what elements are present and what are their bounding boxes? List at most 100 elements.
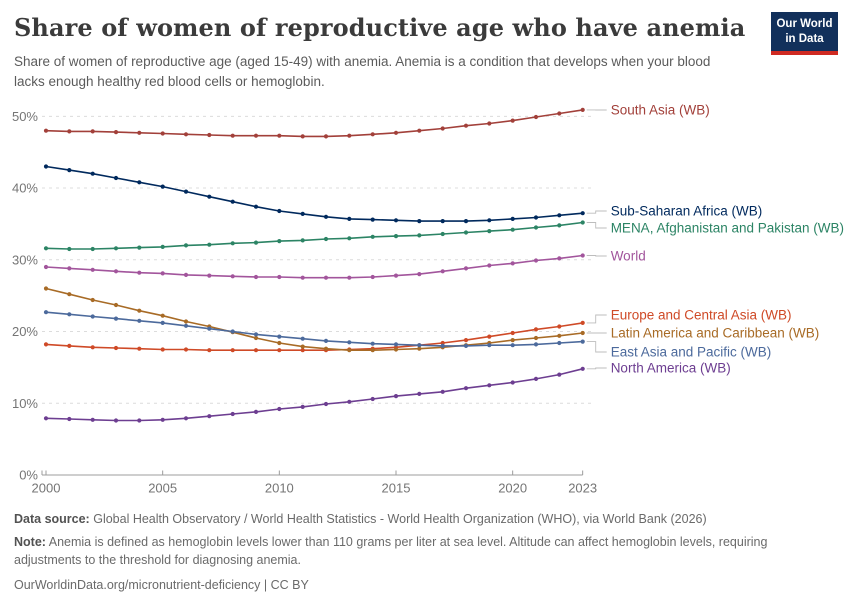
data-point-east-asia-and-pacific-wb[interactable] bbox=[417, 343, 422, 348]
data-point-europe-and-central-asia-wb[interactable] bbox=[510, 330, 515, 336]
data-point-world[interactable] bbox=[510, 261, 515, 266]
data-point-europe-and-central-asia-wb[interactable] bbox=[43, 342, 49, 347]
data-point-europe-and-central-asia-wb[interactable] bbox=[533, 327, 539, 332]
data-point-world[interactable] bbox=[323, 275, 329, 280]
data-point-north-america-wb[interactable] bbox=[393, 394, 399, 399]
data-point-latin-america-and-caribbean-wb[interactable] bbox=[137, 308, 142, 313]
data-point-mena-afghanistan-and-pakistan-wb[interactable] bbox=[277, 239, 282, 244]
data-point-north-america-wb[interactable] bbox=[43, 416, 49, 421]
data-point-world[interactable] bbox=[463, 266, 469, 271]
data-point-sub-saharan-africa-wb[interactable] bbox=[463, 219, 469, 224]
data-point-europe-and-central-asia-wb[interactable] bbox=[183, 347, 189, 352]
data-point-world[interactable] bbox=[43, 264, 49, 270]
data-point-europe-and-central-asia-wb[interactable] bbox=[487, 334, 492, 339]
data-point-mena-afghanistan-and-pakistan-wb[interactable] bbox=[253, 240, 259, 245]
data-point-south-asia-wb[interactable] bbox=[183, 132, 189, 137]
data-point-world[interactable] bbox=[160, 271, 165, 276]
data-point-south-asia-wb[interactable] bbox=[43, 128, 49, 133]
data-point-south-asia-wb[interactable] bbox=[440, 126, 445, 131]
data-point-world[interactable] bbox=[67, 266, 72, 271]
data-point-north-america-wb[interactable] bbox=[137, 418, 142, 423]
series-label-latin-america-and-caribbean-wb[interactable]: Latin America and Caribbean (WB) bbox=[611, 326, 820, 341]
series-label-south-asia-wb[interactable]: South Asia (WB) bbox=[611, 103, 710, 118]
data-point-world[interactable] bbox=[370, 274, 375, 280]
data-point-latin-america-and-caribbean-wb[interactable] bbox=[183, 319, 189, 324]
data-point-north-america-wb[interactable] bbox=[440, 389, 445, 394]
data-point-mena-afghanistan-and-pakistan-wb[interactable] bbox=[113, 246, 119, 251]
data-point-south-asia-wb[interactable] bbox=[370, 132, 375, 137]
data-point-world[interactable] bbox=[137, 270, 142, 275]
data-point-world[interactable] bbox=[393, 273, 399, 278]
data-point-sub-saharan-africa-wb[interactable] bbox=[440, 219, 445, 224]
data-point-sub-saharan-africa-wb[interactable] bbox=[580, 211, 585, 216]
data-point-sub-saharan-africa-wb[interactable] bbox=[347, 216, 352, 221]
data-point-south-asia-wb[interactable] bbox=[347, 133, 352, 138]
data-point-east-asia-and-pacific-wb[interactable] bbox=[300, 336, 305, 341]
series-label-mena-afghanistan-and-pakistan-wb[interactable]: MENA, Afghanistan and Pakistan (WB) bbox=[611, 221, 844, 236]
data-point-latin-america-and-caribbean-wb[interactable] bbox=[580, 330, 585, 336]
data-point-sub-saharan-africa-wb[interactable] bbox=[207, 194, 212, 199]
data-point-east-asia-and-pacific-wb[interactable] bbox=[253, 332, 259, 337]
data-point-mena-afghanistan-and-pakistan-wb[interactable] bbox=[67, 246, 72, 252]
data-point-south-asia-wb[interactable] bbox=[67, 129, 72, 134]
data-point-south-asia-wb[interactable] bbox=[417, 128, 422, 133]
data-point-mena-afghanistan-and-pakistan-wb[interactable] bbox=[370, 234, 375, 239]
data-point-east-asia-and-pacific-wb[interactable] bbox=[393, 342, 399, 347]
data-point-north-america-wb[interactable] bbox=[230, 411, 235, 417]
data-point-world[interactable] bbox=[417, 272, 422, 277]
data-point-mena-afghanistan-and-pakistan-wb[interactable] bbox=[207, 242, 212, 247]
data-point-east-asia-and-pacific-wb[interactable] bbox=[323, 338, 329, 343]
data-point-mena-afghanistan-and-pakistan-wb[interactable] bbox=[510, 227, 515, 232]
data-point-north-america-wb[interactable] bbox=[580, 366, 585, 371]
data-point-north-america-wb[interactable] bbox=[347, 399, 352, 404]
data-point-latin-america-and-caribbean-wb[interactable] bbox=[67, 292, 72, 297]
data-point-sub-saharan-africa-wb[interactable] bbox=[67, 168, 72, 173]
data-point-europe-and-central-asia-wb[interactable] bbox=[300, 348, 305, 353]
data-point-sub-saharan-africa-wb[interactable] bbox=[300, 211, 305, 216]
data-point-north-america-wb[interactable] bbox=[183, 416, 189, 421]
data-point-east-asia-and-pacific-wb[interactable] bbox=[440, 343, 445, 348]
data-point-sub-saharan-africa-wb[interactable] bbox=[417, 219, 422, 224]
data-point-latin-america-and-caribbean-wb[interactable] bbox=[417, 346, 422, 351]
data-point-sub-saharan-africa-wb[interactable] bbox=[137, 180, 142, 185]
data-point-mena-afghanistan-and-pakistan-wb[interactable] bbox=[90, 246, 95, 252]
series-label-north-america-wb[interactable]: North America (WB) bbox=[611, 361, 731, 376]
data-point-latin-america-and-caribbean-wb[interactable] bbox=[347, 348, 352, 353]
data-point-south-asia-wb[interactable] bbox=[393, 130, 399, 135]
data-point-world[interactable] bbox=[183, 272, 189, 277]
data-point-europe-and-central-asia-wb[interactable] bbox=[440, 340, 445, 346]
data-point-sub-saharan-africa-wb[interactable] bbox=[253, 204, 259, 209]
data-point-latin-america-and-caribbean-wb[interactable] bbox=[113, 302, 119, 308]
data-point-europe-and-central-asia-wb[interactable] bbox=[463, 338, 469, 343]
data-point-north-america-wb[interactable] bbox=[207, 414, 212, 419]
data-point-world[interactable] bbox=[440, 269, 445, 274]
data-point-south-asia-wb[interactable] bbox=[300, 134, 305, 139]
data-point-south-asia-wb[interactable] bbox=[277, 133, 282, 138]
data-point-mena-afghanistan-and-pakistan-wb[interactable] bbox=[43, 246, 49, 251]
data-point-latin-america-and-caribbean-wb[interactable] bbox=[253, 335, 259, 341]
series-line-sub-saharan-africa-wb[interactable] bbox=[45, 165, 583, 222]
data-point-south-asia-wb[interactable] bbox=[533, 114, 539, 120]
data-point-latin-america-and-caribbean-wb[interactable] bbox=[277, 340, 282, 346]
data-point-mena-afghanistan-and-pakistan-wb[interactable] bbox=[417, 233, 422, 238]
data-point-east-asia-and-pacific-wb[interactable] bbox=[67, 312, 72, 317]
data-point-europe-and-central-asia-wb[interactable] bbox=[113, 345, 119, 351]
data-point-latin-america-and-caribbean-wb[interactable] bbox=[533, 335, 539, 341]
data-point-mena-afghanistan-and-pakistan-wb[interactable] bbox=[393, 234, 399, 239]
data-point-sub-saharan-africa-wb[interactable] bbox=[160, 184, 165, 189]
data-point-sub-saharan-africa-wb[interactable] bbox=[90, 171, 95, 176]
data-point-latin-america-and-caribbean-wb[interactable] bbox=[43, 286, 49, 291]
data-point-north-america-wb[interactable] bbox=[557, 372, 562, 377]
data-point-world[interactable] bbox=[207, 273, 212, 278]
data-point-south-asia-wb[interactable] bbox=[323, 134, 329, 139]
series-line-north-america-wb[interactable] bbox=[45, 368, 583, 422]
data-point-south-asia-wb[interactable] bbox=[557, 111, 562, 116]
data-point-north-america-wb[interactable] bbox=[533, 376, 539, 381]
data-point-mena-afghanistan-and-pakistan-wb[interactable] bbox=[160, 244, 165, 249]
data-point-east-asia-and-pacific-wb[interactable] bbox=[277, 334, 282, 339]
data-point-north-america-wb[interactable] bbox=[277, 406, 282, 412]
series-line-europe-and-central-asia-wb[interactable] bbox=[45, 322, 583, 351]
series-line-world[interactable] bbox=[45, 254, 583, 279]
data-point-mena-afghanistan-and-pakistan-wb[interactable] bbox=[323, 236, 329, 242]
data-point-latin-america-and-caribbean-wb[interactable] bbox=[393, 347, 399, 352]
